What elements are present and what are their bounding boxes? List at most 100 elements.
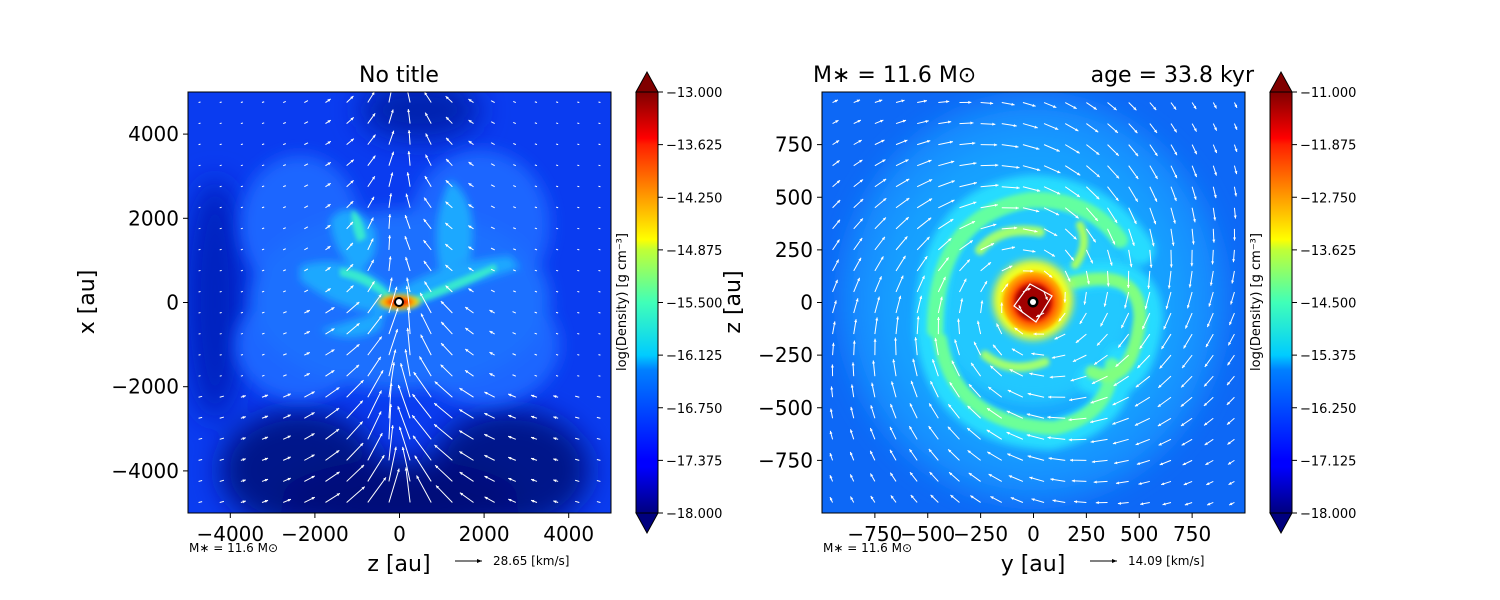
velocity-arrow-head xyxy=(995,183,999,187)
velocity-arrow-head xyxy=(287,456,291,460)
velocity-arrow xyxy=(261,269,265,272)
velocity-arrow-head xyxy=(994,143,998,147)
velocity-arrow xyxy=(304,205,309,209)
velocity-arrow-head xyxy=(859,159,863,163)
velocity-arrow-head xyxy=(1131,242,1135,246)
velocity-arrow xyxy=(304,289,309,293)
velocity-arrow-head xyxy=(830,364,834,368)
right-vector-key: 14.09 [km/s] xyxy=(1128,554,1204,568)
left-colorbar: −13.000 −13.625 −14.250 −14.875 −15.500 −16.1… xyxy=(615,70,722,535)
velocity-arrow xyxy=(577,227,580,230)
velocity-arrow-head xyxy=(1173,129,1177,133)
velocity-arrow xyxy=(513,100,517,103)
velocity-arrow-head xyxy=(889,426,893,431)
velocity-arrow-head xyxy=(242,479,246,483)
velocity-arrow xyxy=(411,393,432,419)
velocity-arrow xyxy=(512,374,517,377)
velocity-arrow-head xyxy=(912,358,916,363)
velocity-arrow-head xyxy=(414,455,418,459)
velocity-arrow-head xyxy=(990,243,995,247)
velocity-arrow-head xyxy=(1193,105,1197,110)
velocity-arrow-head xyxy=(980,300,984,304)
velocity-arrow xyxy=(534,122,538,125)
right-ylabel: z [au] xyxy=(721,270,746,333)
velocity-arrow-head xyxy=(377,356,381,361)
velocity-arrow xyxy=(219,479,225,482)
velocity-arrow xyxy=(596,501,601,503)
velocity-arrow-head xyxy=(976,320,980,325)
velocity-arrow-head xyxy=(1091,460,1095,464)
velocity-arrow xyxy=(397,406,411,440)
velocity-arrow-head xyxy=(1057,170,1061,174)
velocity-arrow-head xyxy=(484,476,488,479)
velocity-arrow-head xyxy=(1171,242,1175,246)
velocity-arrow xyxy=(219,312,222,314)
velocity-arrow-head xyxy=(947,426,951,430)
velocity-arrow-head xyxy=(391,151,395,156)
velocity-arrow xyxy=(388,446,397,482)
velocity-arrow-head xyxy=(1036,168,1041,172)
colorbar-tick-label: −13.625 xyxy=(1300,244,1356,259)
velocity-arrow xyxy=(490,268,495,272)
velocity-arrow-head xyxy=(336,450,340,454)
velocity-arrow-head xyxy=(264,457,269,461)
x-tick-label: −250 xyxy=(953,522,1008,546)
velocity-arrow-head xyxy=(465,348,469,352)
velocity-arrow-head xyxy=(995,163,999,167)
velocity-arrow-head xyxy=(434,381,438,385)
velocity-arrow-head xyxy=(1090,400,1094,404)
velocity-arrow-head xyxy=(945,257,949,261)
velocity-arrow-head xyxy=(951,180,955,184)
velocity-arrow-head xyxy=(1193,196,1197,200)
velocity-arrow-head xyxy=(1109,262,1113,266)
velocity-arrow-head xyxy=(1055,212,1060,216)
velocity-arrow-head xyxy=(1211,261,1215,265)
right-velocity-vectors xyxy=(829,99,1238,506)
velocity-arrow-head xyxy=(378,294,382,298)
velocity-arrow-head xyxy=(1208,303,1212,307)
velocity-arrow-head xyxy=(389,277,393,281)
colorbar-tick-label: −17.375 xyxy=(666,454,722,469)
velocity-arrow-head xyxy=(1124,305,1127,309)
velocity-arrow-head xyxy=(932,359,935,363)
velocity-arrow-head xyxy=(987,451,991,455)
velocity-arrow-head xyxy=(1206,482,1210,485)
velocity-arrow-head xyxy=(850,384,854,388)
velocity-arrow-head xyxy=(1031,498,1035,502)
velocity-arrow-head xyxy=(967,450,971,454)
velocity-arrow-head xyxy=(1063,299,1067,303)
velocity-arrow-head xyxy=(1114,129,1118,133)
velocity-arrow-head xyxy=(1073,500,1078,504)
velocity-arrow-head xyxy=(508,393,512,397)
velocity-arrow-head xyxy=(484,496,488,500)
velocity-arrow-head xyxy=(890,495,894,499)
velocity-arrow xyxy=(575,500,580,503)
velocity-arrow-head xyxy=(986,429,991,433)
velocity-arrow xyxy=(490,100,495,103)
velocity-arrow-head xyxy=(890,381,894,385)
velocity-arrow xyxy=(282,353,287,356)
velocity-arrow-head xyxy=(851,362,855,366)
x-tick-label: −4000 xyxy=(196,522,264,546)
velocity-arrow-head xyxy=(1214,172,1217,176)
velocity-arrow-head xyxy=(350,159,354,163)
velocity-arrow xyxy=(490,205,495,209)
velocity-arrow-head xyxy=(850,496,854,500)
velocity-arrow xyxy=(512,332,517,335)
right-title-age: age = 33.8 kyr xyxy=(1091,63,1255,88)
velocity-arrow-head xyxy=(835,140,840,144)
velocity-arrow xyxy=(240,375,244,377)
velocity-arrow-head xyxy=(1114,219,1118,223)
velocity-arrow-head xyxy=(836,219,841,223)
velocity-arrow xyxy=(219,269,222,272)
velocity-arrow-head xyxy=(949,140,953,144)
velocity-arrow-head xyxy=(1011,246,1016,250)
velocity-arrow-head xyxy=(530,436,535,440)
velocity-arrow-head xyxy=(1207,323,1210,328)
velocity-arrow-head xyxy=(327,141,331,145)
velocity-arrow-head xyxy=(530,457,535,461)
velocity-arrow-head xyxy=(508,414,512,418)
velocity-arrow-head xyxy=(1209,282,1213,286)
velocity-arrow-head xyxy=(1094,129,1099,133)
velocity-arrow-head xyxy=(406,172,410,176)
